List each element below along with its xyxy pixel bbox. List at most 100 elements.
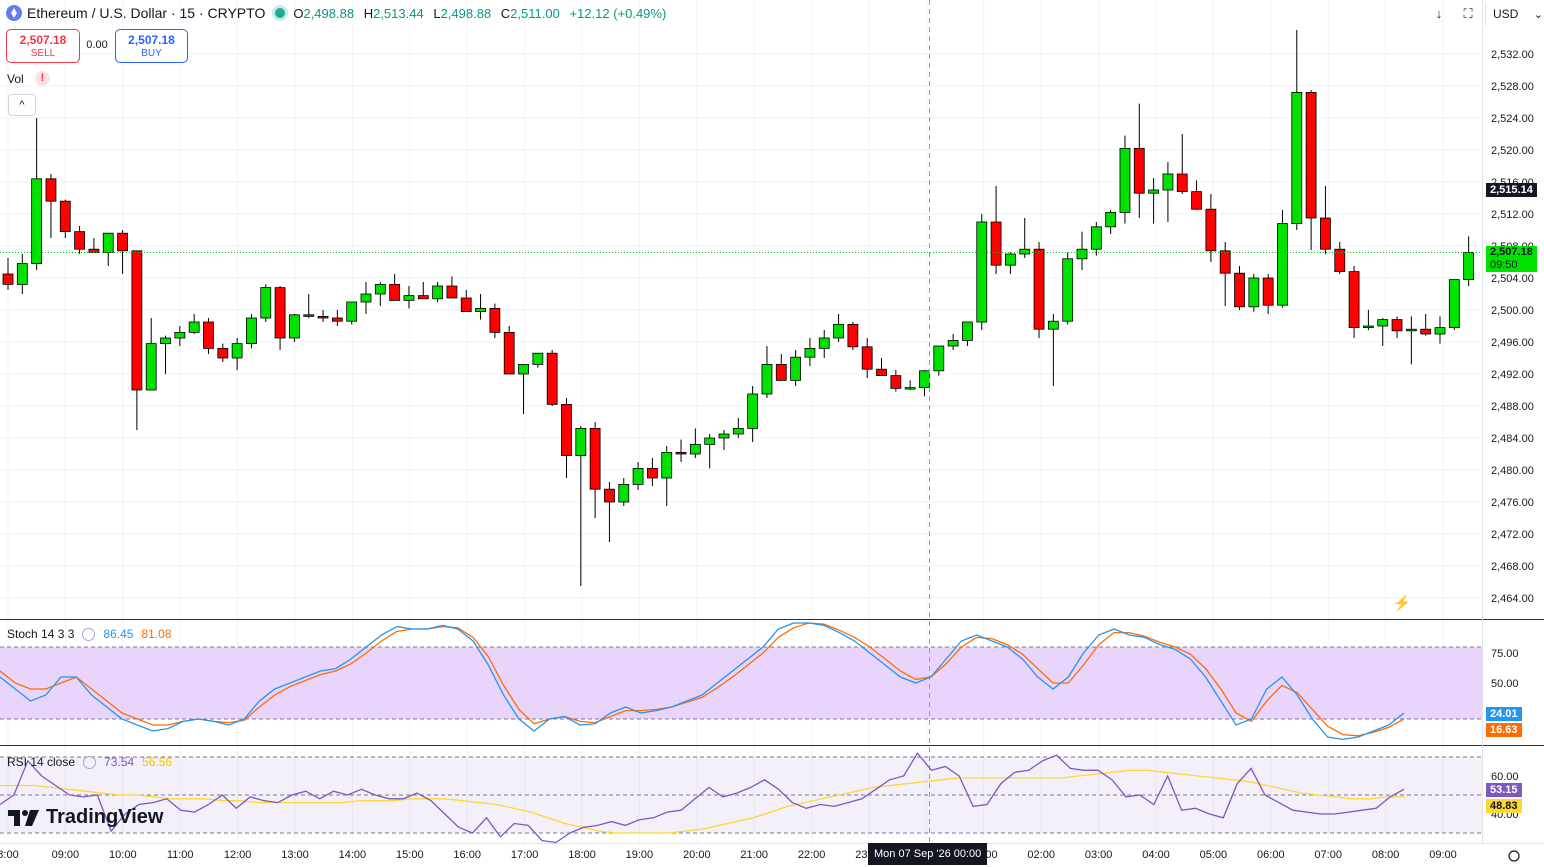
candle-down (1391, 319, 1403, 332)
candle-down (861, 346, 873, 370)
sell-button[interactable]: 2,507.18 SELL (6, 29, 80, 63)
currency-value: USD (1493, 7, 1519, 21)
candle-down (546, 352, 558, 405)
candle-up (704, 437, 716, 445)
candle-up (1448, 279, 1460, 329)
candle-down (1334, 248, 1346, 272)
stoch-band (0, 647, 1482, 719)
time-tick-label: 04:00 (1142, 849, 1170, 861)
candle-down (675, 451, 687, 455)
candle-up (1248, 277, 1260, 308)
candle-up (102, 232, 114, 253)
buy-label: BUY (141, 48, 162, 59)
time-tick-label: 16:00 (453, 849, 481, 861)
candle-down (74, 231, 85, 250)
rsi-ma-value: 56.56 (142, 755, 173, 769)
candle-down (2, 273, 14, 285)
candle-down (1420, 328, 1432, 335)
candle-down (775, 363, 787, 381)
time-tick-label: 14:00 (339, 849, 367, 861)
rsi-tick-label: 60.00 (1491, 771, 1519, 783)
settings-icon (1508, 850, 1520, 862)
candles (2, 30, 1475, 586)
chevron-down-icon: ⌄ (1533, 9, 1543, 21)
low-value: 2,498.88 (440, 5, 492, 21)
candle-up (1119, 147, 1131, 213)
candle-down (45, 178, 57, 202)
candle-down (331, 317, 343, 322)
currency-select[interactable]: USD ⌄ (1485, 2, 1543, 26)
last-price-tag: 2,515.14 (1486, 183, 1537, 197)
candle-up (919, 370, 930, 388)
time-tick-label: 18:00 (568, 849, 596, 861)
bar-countdown: 09:50 (1490, 259, 1518, 271)
time-tick-label: 09:00 (52, 849, 80, 861)
candle-up (145, 343, 157, 391)
download-button[interactable]: ↓ (1427, 3, 1451, 25)
candle-down (1191, 191, 1202, 210)
reload-icon (82, 627, 96, 641)
candle-up (962, 321, 973, 341)
sell-price: 2,507.18 (19, 33, 67, 47)
candle-up (575, 427, 587, 456)
candle-up (833, 323, 844, 339)
rsi-legend[interactable]: RSI 14 close 73.54 56.56 (7, 755, 172, 769)
collapse-legend-button[interactable]: ^ (8, 94, 36, 116)
candle-up (818, 337, 830, 349)
time-tick-label: 22:00 (798, 849, 826, 861)
fullscreen-button[interactable]: ⛶ (1456, 3, 1480, 25)
candle-down (317, 315, 329, 319)
candle-up (904, 387, 916, 390)
ethereum-icon (6, 5, 22, 21)
lightning-icon[interactable]: ⚡ (1392, 595, 1412, 612)
stoch-d-tag: 16.63 (1486, 723, 1522, 737)
candle-up (618, 483, 630, 503)
candle-down (1320, 217, 1331, 250)
candle-up (1062, 258, 1074, 322)
change-value: +12.12 (+0.49%) (569, 5, 667, 21)
bid-price: 2,507.18 (1490, 246, 1533, 258)
candle-down (88, 248, 100, 253)
buy-button[interactable]: 2,507.18 BUY (115, 29, 188, 63)
candle-up (532, 352, 544, 365)
rsi-label: RSI 14 close (7, 755, 76, 769)
stoch-legend[interactable]: Stoch 14 3 3 86.45 81.08 (7, 627, 171, 641)
tradingview-logo[interactable]: TradingView (8, 806, 163, 829)
time-tick-label: 17:00 (511, 849, 539, 861)
candle-up (732, 427, 744, 435)
candle-up (475, 307, 486, 312)
candle-down (489, 307, 501, 333)
open-label: O (293, 5, 304, 21)
stoch-label: Stoch 14 3 3 (7, 627, 75, 641)
candle-down (1219, 250, 1231, 274)
candle-down (647, 467, 658, 479)
close-label: C (500, 5, 511, 21)
symbol-title[interactable]: Ethereum / U.S. Dollar · 15 · CRYPTO (27, 5, 266, 21)
time-tick-label: 02:00 (1027, 849, 1055, 861)
candle-down (446, 285, 458, 299)
time-tick-label: 21:00 (740, 849, 768, 861)
candle-down (1305, 92, 1317, 219)
candle-down (589, 427, 601, 490)
candle-down (503, 331, 515, 375)
candle-up (188, 321, 200, 333)
candle-up (632, 467, 644, 485)
price-tick-label: 2,464.00 (1491, 593, 1534, 605)
candle-up (1005, 253, 1016, 266)
candle-down (1348, 271, 1360, 329)
time-tick-label: 12:00 (224, 849, 252, 861)
volume-label[interactable]: Vol (7, 72, 24, 86)
candle-up (1090, 226, 1102, 250)
candle-up (346, 301, 358, 322)
candle-down (1176, 173, 1188, 193)
candle-up (976, 221, 988, 323)
warning-icon[interactable]: ! (35, 71, 50, 86)
candle-up (661, 451, 673, 479)
price-axis: 2,464.00 2,468.00 2,472.00 2,476.00 2,480.00… (1491, 49, 1534, 821)
price-tick-label: 2,512.00 (1491, 209, 1534, 221)
price-tick-label: 2,472.00 (1491, 529, 1534, 541)
candle-up (31, 178, 43, 265)
candle-up (160, 337, 171, 344)
candle-down (561, 403, 572, 456)
